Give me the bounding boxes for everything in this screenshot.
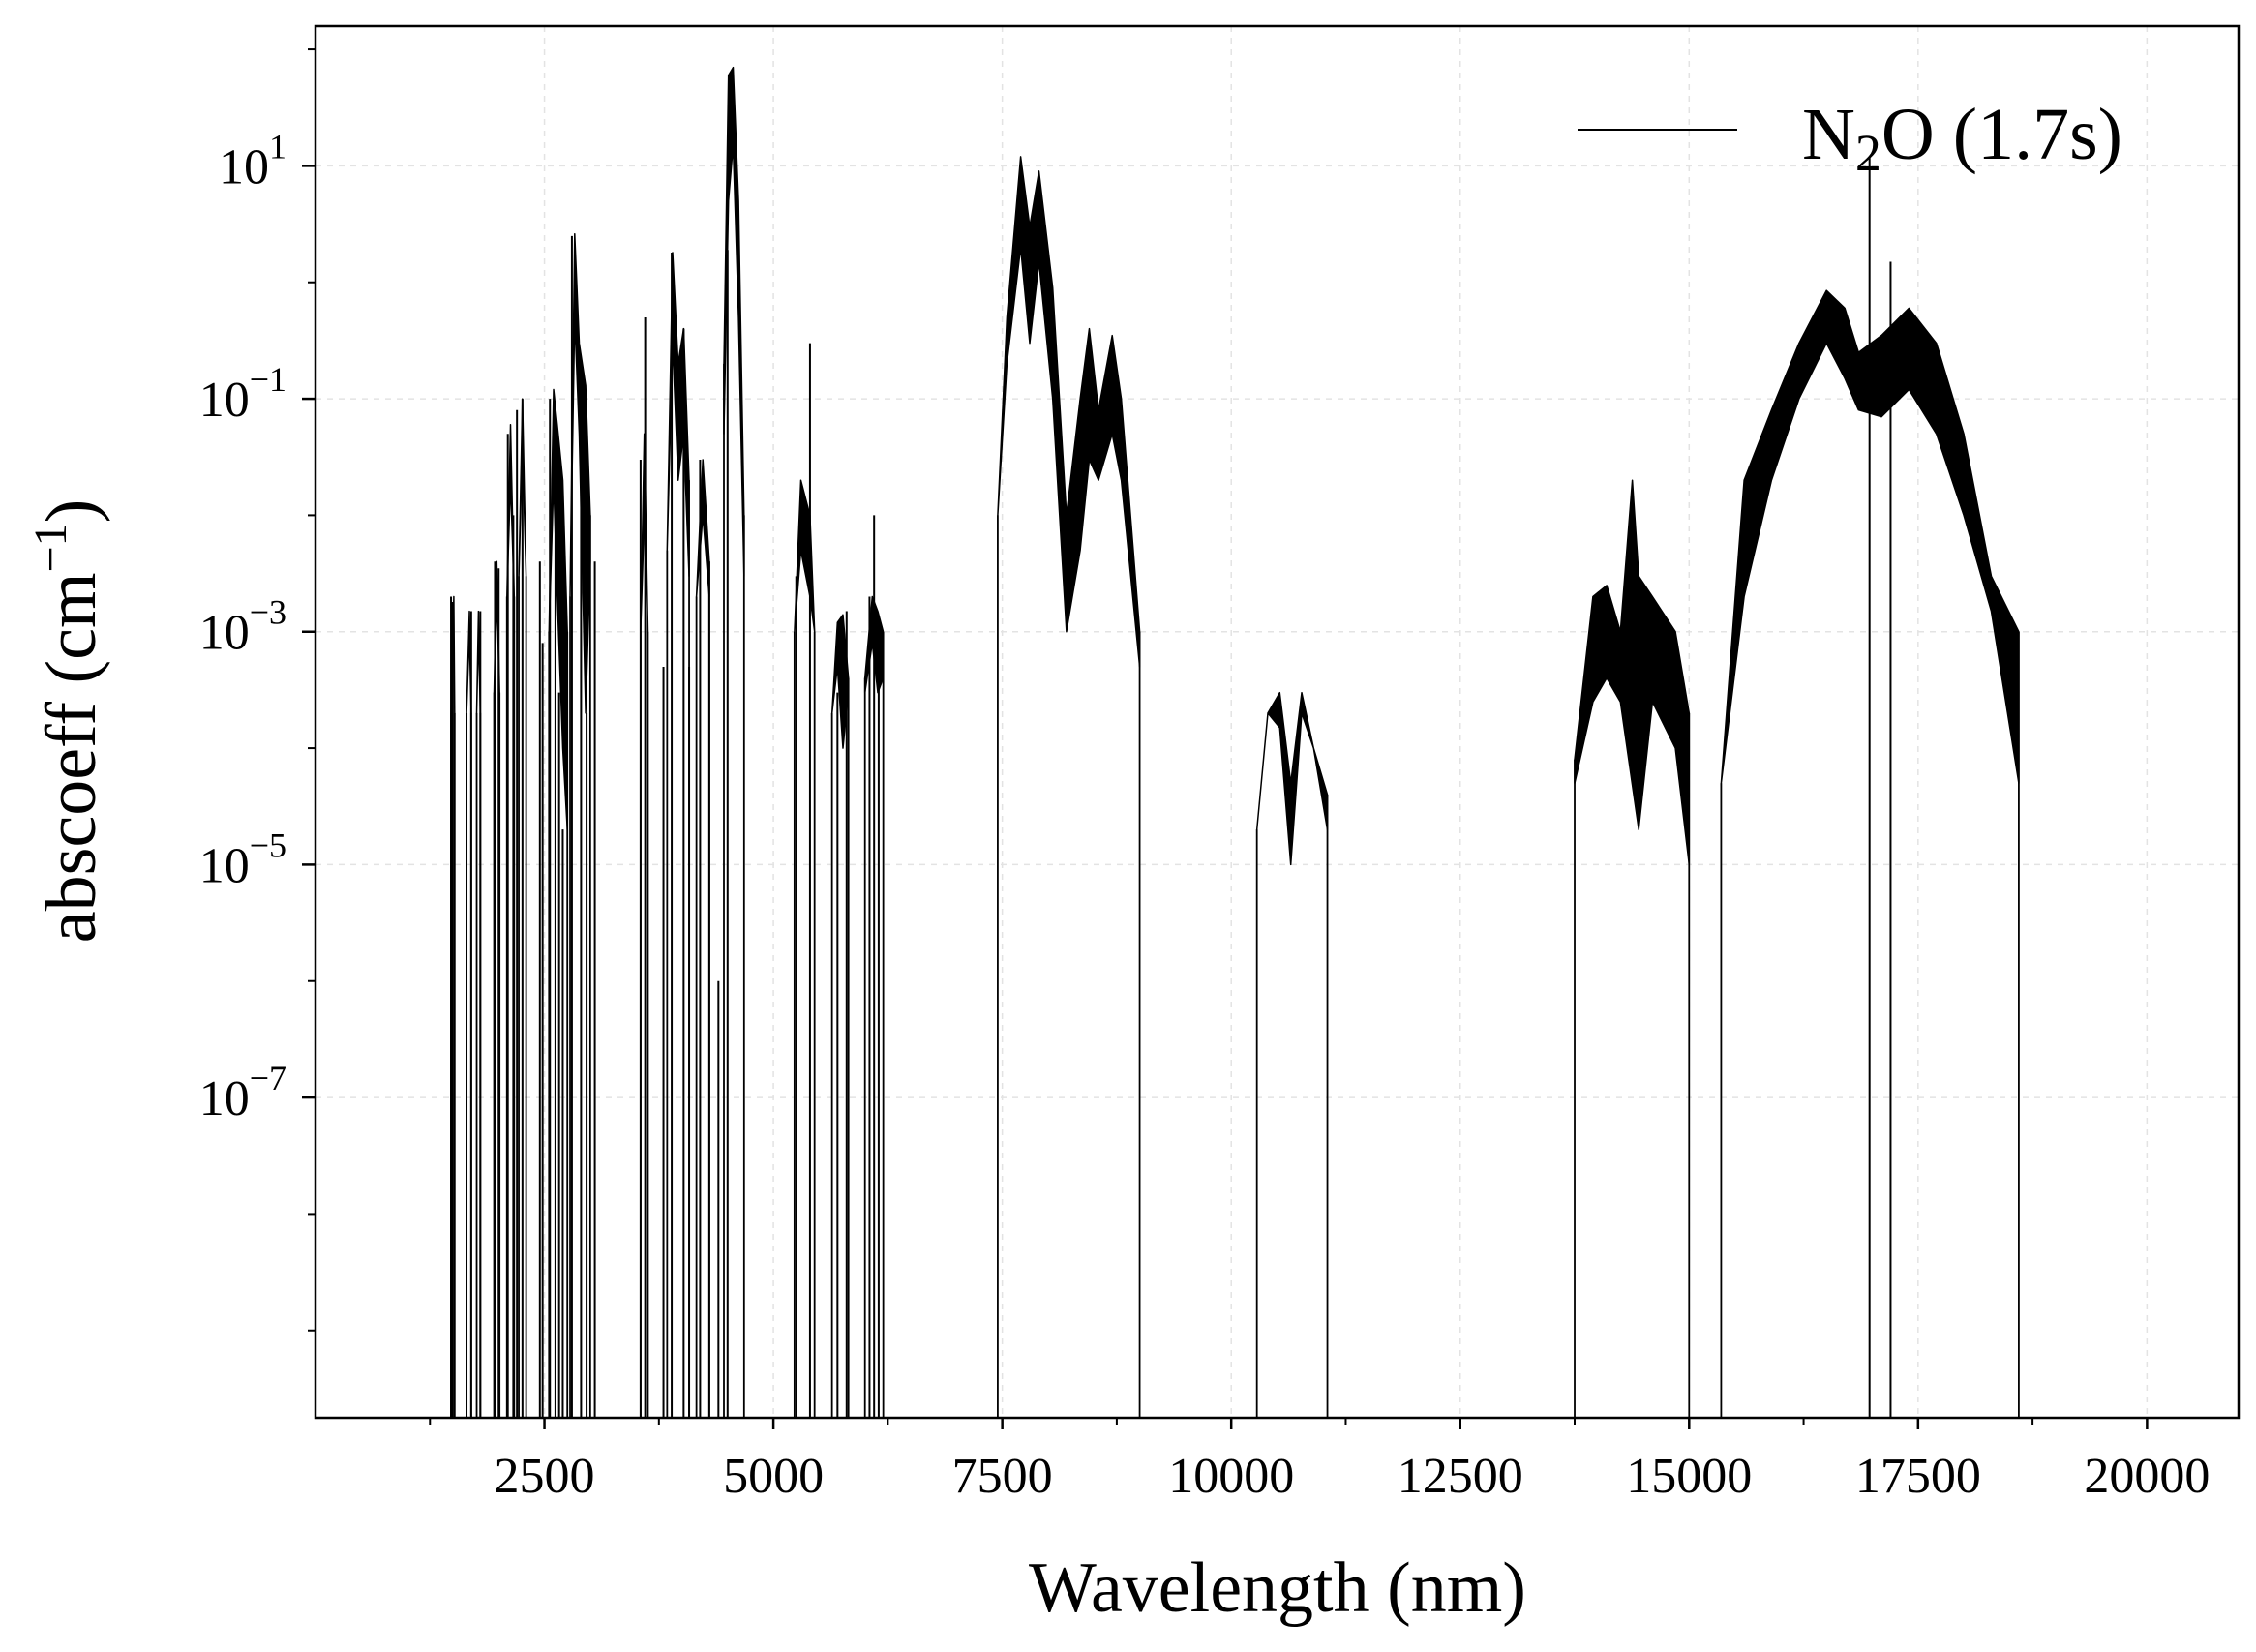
legend-label-rest: O (1.7s) — [1881, 94, 2122, 175]
y-tick-label-sup: 1 — [269, 127, 286, 165]
y-tick-label: 10−5 — [199, 826, 286, 893]
y-tick-label-sup: −7 — [250, 1059, 286, 1097]
x-tick-label: 20000 — [2084, 1449, 2210, 1504]
y-tick-label-sup: −3 — [250, 593, 286, 632]
plot-area — [450, 66, 2020, 1418]
y-axis-title: abscoeff (cm−1) — [25, 499, 111, 944]
legend-label: N2O (1.7s) — [1802, 94, 2122, 182]
y-tick-label: 10−1 — [199, 360, 286, 428]
x-tick-label: 5000 — [723, 1449, 824, 1504]
x-axis-title: Wavelength (nm) — [1029, 1548, 1526, 1628]
y-tick-label-base: 10 — [199, 838, 250, 893]
plot-frame — [314, 24, 2241, 1420]
y-axis-title-close: ) — [32, 499, 111, 524]
legend-label-base: N — [1802, 94, 1855, 175]
x-tick-label: 2500 — [495, 1449, 595, 1504]
y-tick-label: 10−3 — [199, 593, 286, 661]
legend-label-sub: 2 — [1855, 124, 1881, 182]
x-axis: 2500 5000 7500 10000 12500 15000 17500 20000 — [429, 1418, 2210, 1504]
y-tick-label-base: 10 — [219, 139, 269, 195]
y-tick-label-base: 10 — [199, 373, 250, 428]
y-tick-label-base: 10 — [199, 1071, 250, 1126]
y-tick-label-sup: −5 — [250, 826, 286, 864]
y-axis-title-base: abscoeff (cm — [32, 572, 111, 943]
legend: N2O (1.7s) — [1578, 94, 2122, 182]
x-tick-label: 7500 — [952, 1449, 1053, 1504]
y-tick-label: 10−7 — [199, 1059, 286, 1126]
y-axis-title-sup: −1 — [25, 523, 76, 572]
x-tick-label: 15000 — [1626, 1449, 1752, 1504]
y-tick-label-sup: −1 — [250, 360, 286, 399]
x-tick-label: 10000 — [1168, 1449, 1294, 1504]
y-tick-label-base: 10 — [199, 606, 250, 661]
x-tick-label: 17500 — [1855, 1449, 1981, 1504]
y-tick-label: 101 — [219, 127, 286, 195]
x-tick-label: 12500 — [1398, 1449, 1523, 1504]
